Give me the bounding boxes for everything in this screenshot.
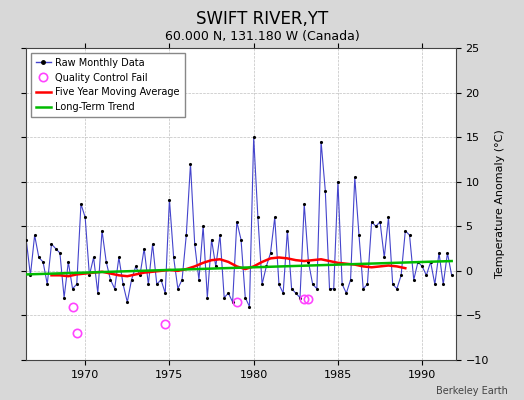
Y-axis label: Temperature Anomaly (°C): Temperature Anomaly (°C) [495, 130, 505, 278]
Legend: Raw Monthly Data, Quality Control Fail, Five Year Moving Average, Long-Term Tren: Raw Monthly Data, Quality Control Fail, … [31, 53, 185, 117]
Text: SWIFT RIVER,YT: SWIFT RIVER,YT [196, 10, 328, 28]
Text: Berkeley Earth: Berkeley Earth [436, 386, 508, 396]
Text: 60.000 N, 131.180 W (Canada): 60.000 N, 131.180 W (Canada) [165, 30, 359, 43]
